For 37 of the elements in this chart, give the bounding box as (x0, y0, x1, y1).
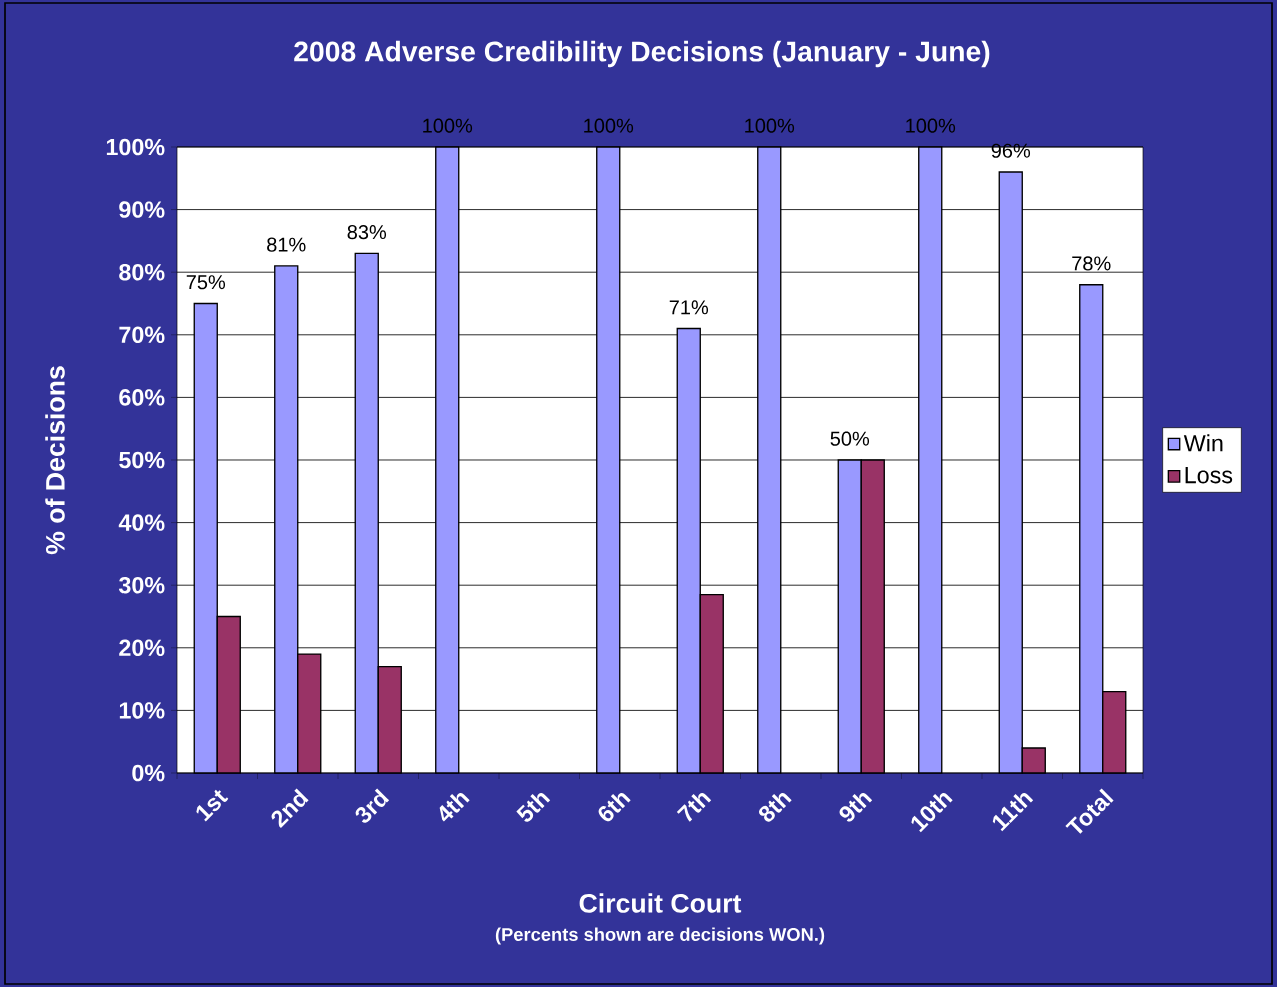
y-tick-label: 80% (119, 263, 165, 281)
y-tick-label: 10% (119, 702, 165, 719)
data-label: 71% (669, 300, 709, 315)
y-tick-label: 20% (119, 639, 165, 657)
legend-label: Loss (1185, 467, 1233, 484)
y-tick-label: 40% (118, 514, 165, 531)
x-tick-label: 10th (911, 793, 953, 833)
data-label: 100% (584, 118, 634, 133)
x-tick-label: 4th (439, 793, 470, 822)
data-label: 50% (830, 431, 870, 446)
x-tick-label: 1st (196, 789, 229, 822)
x-tick-label: 5th (516, 793, 551, 822)
y-tick-label: 100% (106, 138, 165, 156)
y-tick-label: 70% (119, 326, 165, 344)
data-label: 78% (1072, 256, 1111, 271)
data-label: 100% (423, 118, 473, 133)
x-axis-title: Circuit Court (579, 893, 742, 913)
x-tick-label: 8th (759, 793, 792, 822)
y-tick-label: 0% (132, 764, 165, 782)
text: (Percents shown are decisions WON.) (495, 927, 825, 945)
x-tick-label: 7th (676, 793, 712, 822)
x-tick-label: 11th (992, 793, 1034, 832)
x-tick-label: 9th (839, 793, 873, 822)
y-tick-label: 60% (119, 389, 165, 406)
x-tick-label: 3rd (355, 788, 390, 823)
data-label: 100% (906, 118, 956, 133)
y-axis-title: % of Decisions (45, 366, 65, 555)
x-tick-label: 6th (598, 793, 631, 822)
data-label: 83% (347, 225, 387, 240)
chart-title: 2008 Adverse Credibility Decisions (January - June) (294, 40, 990, 68)
data-label: 100% (745, 118, 795, 133)
y-tick-label: 30% (118, 576, 165, 594)
y-tick-label: 50% (119, 451, 165, 469)
data-label: 81% (267, 237, 306, 252)
legend-label: Win (1183, 434, 1223, 452)
y-tick-label: 90% (119, 201, 165, 218)
data-label: 75% (186, 275, 226, 290)
